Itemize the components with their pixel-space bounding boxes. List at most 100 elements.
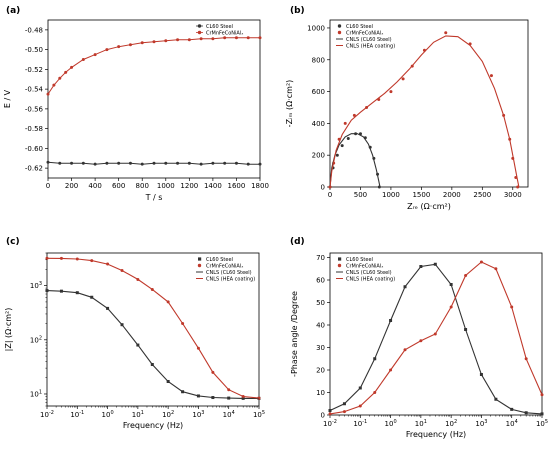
x-axis-label: Frequency (Hz) bbox=[123, 421, 183, 430]
plot-frame bbox=[46, 252, 260, 407]
legend-label: CrMnFeCoNiAlₓ bbox=[346, 263, 383, 269]
x-tick-label: 400 bbox=[88, 182, 101, 190]
legend-label: CL60 Steel bbox=[346, 24, 373, 30]
data-point bbox=[258, 162, 262, 166]
x-tick-label: 101 bbox=[415, 419, 427, 428]
y-tick-label: 103 bbox=[30, 281, 42, 290]
data-point bbox=[152, 40, 156, 44]
y-tick-label: 20 bbox=[316, 367, 325, 375]
y-axis-label: E / V bbox=[3, 89, 12, 108]
y-tick-label: -0.50 bbox=[25, 46, 43, 54]
data-point bbox=[343, 121, 347, 125]
x-tick-label: 200 bbox=[65, 182, 78, 190]
x-tick-label: 1200 bbox=[180, 182, 198, 190]
data-point bbox=[81, 161, 85, 165]
data-point bbox=[346, 136, 350, 140]
legend-swatch bbox=[338, 257, 342, 261]
data-point bbox=[64, 70, 68, 74]
legend-label: CNLS (CL60 Steel) bbox=[206, 270, 252, 276]
data-point bbox=[246, 36, 250, 40]
legend-label: CrMnFeCoNiAlₓ bbox=[346, 30, 383, 36]
panel-label: (c) bbox=[6, 237, 20, 247]
data-point bbox=[176, 161, 180, 165]
data-point bbox=[340, 144, 344, 148]
x-tick-label: 103 bbox=[475, 419, 487, 428]
data-point bbox=[70, 161, 74, 165]
data-point bbox=[223, 161, 227, 165]
y-tick-label: -0.52 bbox=[25, 66, 43, 74]
x-tick-label: 10-1 bbox=[70, 410, 84, 419]
x-tick-label: 10-2 bbox=[323, 419, 337, 428]
data-point bbox=[152, 161, 156, 165]
legend-swatch bbox=[197, 263, 202, 268]
data-point bbox=[58, 161, 62, 165]
legend-label: CNLS (HEA coating) bbox=[346, 276, 395, 282]
x-tick-label: 10-1 bbox=[353, 419, 367, 428]
data-point bbox=[117, 161, 121, 165]
series-line-3 bbox=[330, 263, 542, 415]
data-point bbox=[93, 53, 97, 57]
x-axis-label: Zᵣₑ (Ω·cm²) bbox=[407, 202, 451, 211]
legend-label: CL60 Steel bbox=[206, 257, 233, 263]
data-point bbox=[234, 161, 238, 165]
y-tick-label: 0 bbox=[321, 412, 325, 420]
data-point bbox=[164, 161, 168, 165]
data-point bbox=[187, 161, 191, 165]
data-point bbox=[81, 58, 85, 61]
legend-label: CNLS (HEA coating) bbox=[346, 43, 395, 49]
data-point bbox=[199, 37, 203, 41]
x-axis-label: T / s bbox=[145, 193, 163, 202]
data-point bbox=[223, 36, 227, 40]
x-tick-label: 2000 bbox=[443, 191, 461, 199]
x-tick-label: 1400 bbox=[204, 182, 222, 190]
x-tick-label: 103 bbox=[192, 410, 204, 419]
legend-swatch bbox=[197, 30, 202, 35]
data-point bbox=[234, 36, 238, 40]
x-tick-label: 2500 bbox=[473, 191, 491, 199]
y-tick-label: 30 bbox=[316, 344, 325, 352]
data-point bbox=[45, 289, 49, 293]
data-point bbox=[389, 90, 393, 94]
series-line-3 bbox=[47, 290, 259, 399]
y-tick-label: 800 bbox=[312, 56, 325, 64]
data-point bbox=[128, 43, 132, 47]
y-tick-label: -0.62 bbox=[25, 165, 43, 173]
y-tick-label: 60 bbox=[316, 277, 325, 285]
panel-c: (c) 10-2 10-1 100 101 102 103 104 105 101 102 103 Fr… bbox=[4, 237, 265, 430]
plot-frame bbox=[329, 252, 543, 416]
y-tick-label: 400 bbox=[312, 120, 325, 128]
data-point bbox=[187, 38, 191, 42]
data-point bbox=[176, 38, 180, 42]
data-point bbox=[401, 77, 405, 81]
y-tick-label: -0.56 bbox=[25, 105, 44, 113]
y-tick-label: 10 bbox=[316, 389, 325, 397]
data-point bbox=[45, 256, 49, 260]
x-tick-label: 1600 bbox=[228, 182, 246, 190]
x-tick-label: 101 bbox=[132, 410, 144, 419]
data-point bbox=[489, 74, 493, 78]
y-axis-label: -Phase angle /Degree bbox=[290, 291, 299, 377]
y-tick-label: 40 bbox=[316, 322, 325, 330]
x-axis-label: Frequency (Hz) bbox=[406, 430, 466, 439]
data-point bbox=[164, 39, 168, 43]
y-axis-label: |Z| (Ω·cm²) bbox=[4, 308, 13, 352]
legend-label: CNLS (CL60 Steel) bbox=[346, 37, 392, 43]
legend-label: CNLS (HEA coating) bbox=[206, 276, 255, 282]
data-point bbox=[246, 162, 250, 166]
data-point bbox=[140, 162, 144, 166]
panel-label: (d) bbox=[290, 237, 305, 247]
x-tick-label: 102 bbox=[162, 410, 174, 419]
y-tick-label: -0.58 bbox=[25, 125, 43, 133]
x-tick-label: 10-2 bbox=[40, 410, 54, 419]
series-line-3 bbox=[330, 133, 381, 187]
y-tick-label: -0.48 bbox=[25, 26, 43, 34]
panel-label: (a) bbox=[6, 6, 20, 16]
series-line-4 bbox=[47, 257, 259, 399]
data-point bbox=[211, 37, 215, 41]
data-point bbox=[46, 160, 50, 164]
data-point bbox=[128, 161, 132, 165]
x-tick-label: 3000 bbox=[504, 191, 522, 199]
x-tick-label: 105 bbox=[253, 410, 265, 419]
data-point bbox=[444, 31, 448, 35]
y-tick-label: 70 bbox=[316, 254, 325, 262]
